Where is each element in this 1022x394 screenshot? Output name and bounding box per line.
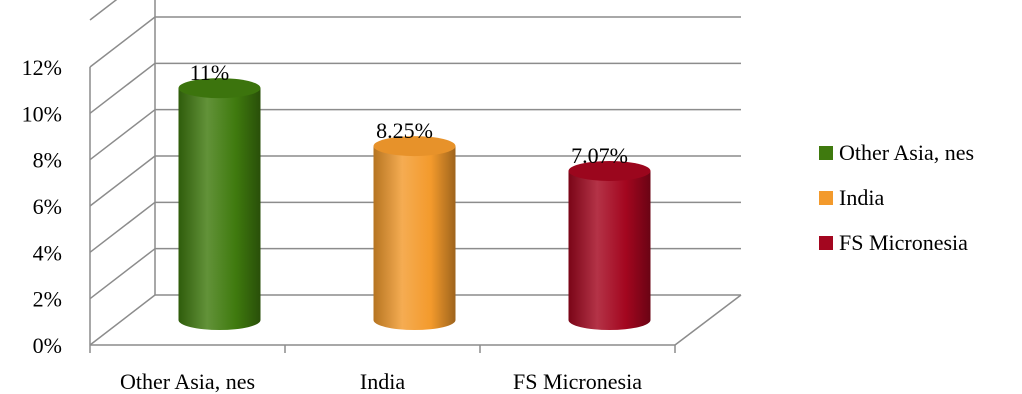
y-tick-label: 4%	[33, 240, 62, 265]
legend-label: India	[839, 185, 884, 210]
bars	[178, 78, 651, 330]
x-tick-label: Other Asia, nes	[120, 369, 255, 394]
y-tick-label: 0%	[33, 333, 62, 358]
gridline	[89, 16, 741, 68]
data-label: 8.25%	[376, 118, 433, 143]
y-tick-label: 8%	[33, 148, 62, 173]
data-label: 11%	[190, 60, 230, 85]
legend-label: FS Micronesia	[839, 230, 968, 255]
y-tick-label: 6%	[33, 194, 62, 219]
legend-entry: FS Micronesia	[819, 230, 968, 255]
legend: Other Asia, nes India FS Micronesia	[819, 140, 974, 255]
y-tick-label: 10%	[22, 101, 62, 126]
legend-swatch	[819, 191, 833, 205]
bar	[568, 160, 651, 330]
data-labels: 11% 8.25% 7.07%	[190, 60, 628, 168]
y-tick-label: 12%	[22, 55, 62, 80]
bar	[178, 78, 261, 330]
bar	[373, 136, 456, 330]
x-tick-label: FS Micronesia	[513, 369, 642, 394]
axes: 0% 2% 4% 6% 8% 10% 12% Other Asia, nes India FS M…	[22, 55, 742, 394]
floor	[90, 294, 742, 346]
x-tick-label: India	[360, 369, 405, 394]
legend-swatch	[819, 236, 833, 250]
gridline	[89, 62, 741, 114]
legend-swatch	[819, 146, 833, 160]
y-tick-label: 2%	[33, 287, 62, 312]
legend-entry: Other Asia, nes	[819, 140, 974, 165]
data-label: 7.07%	[571, 143, 628, 168]
legend-entry: India	[819, 185, 884, 210]
legend-label: Other Asia, nes	[839, 140, 974, 165]
gridline	[89, 0, 118, 21]
